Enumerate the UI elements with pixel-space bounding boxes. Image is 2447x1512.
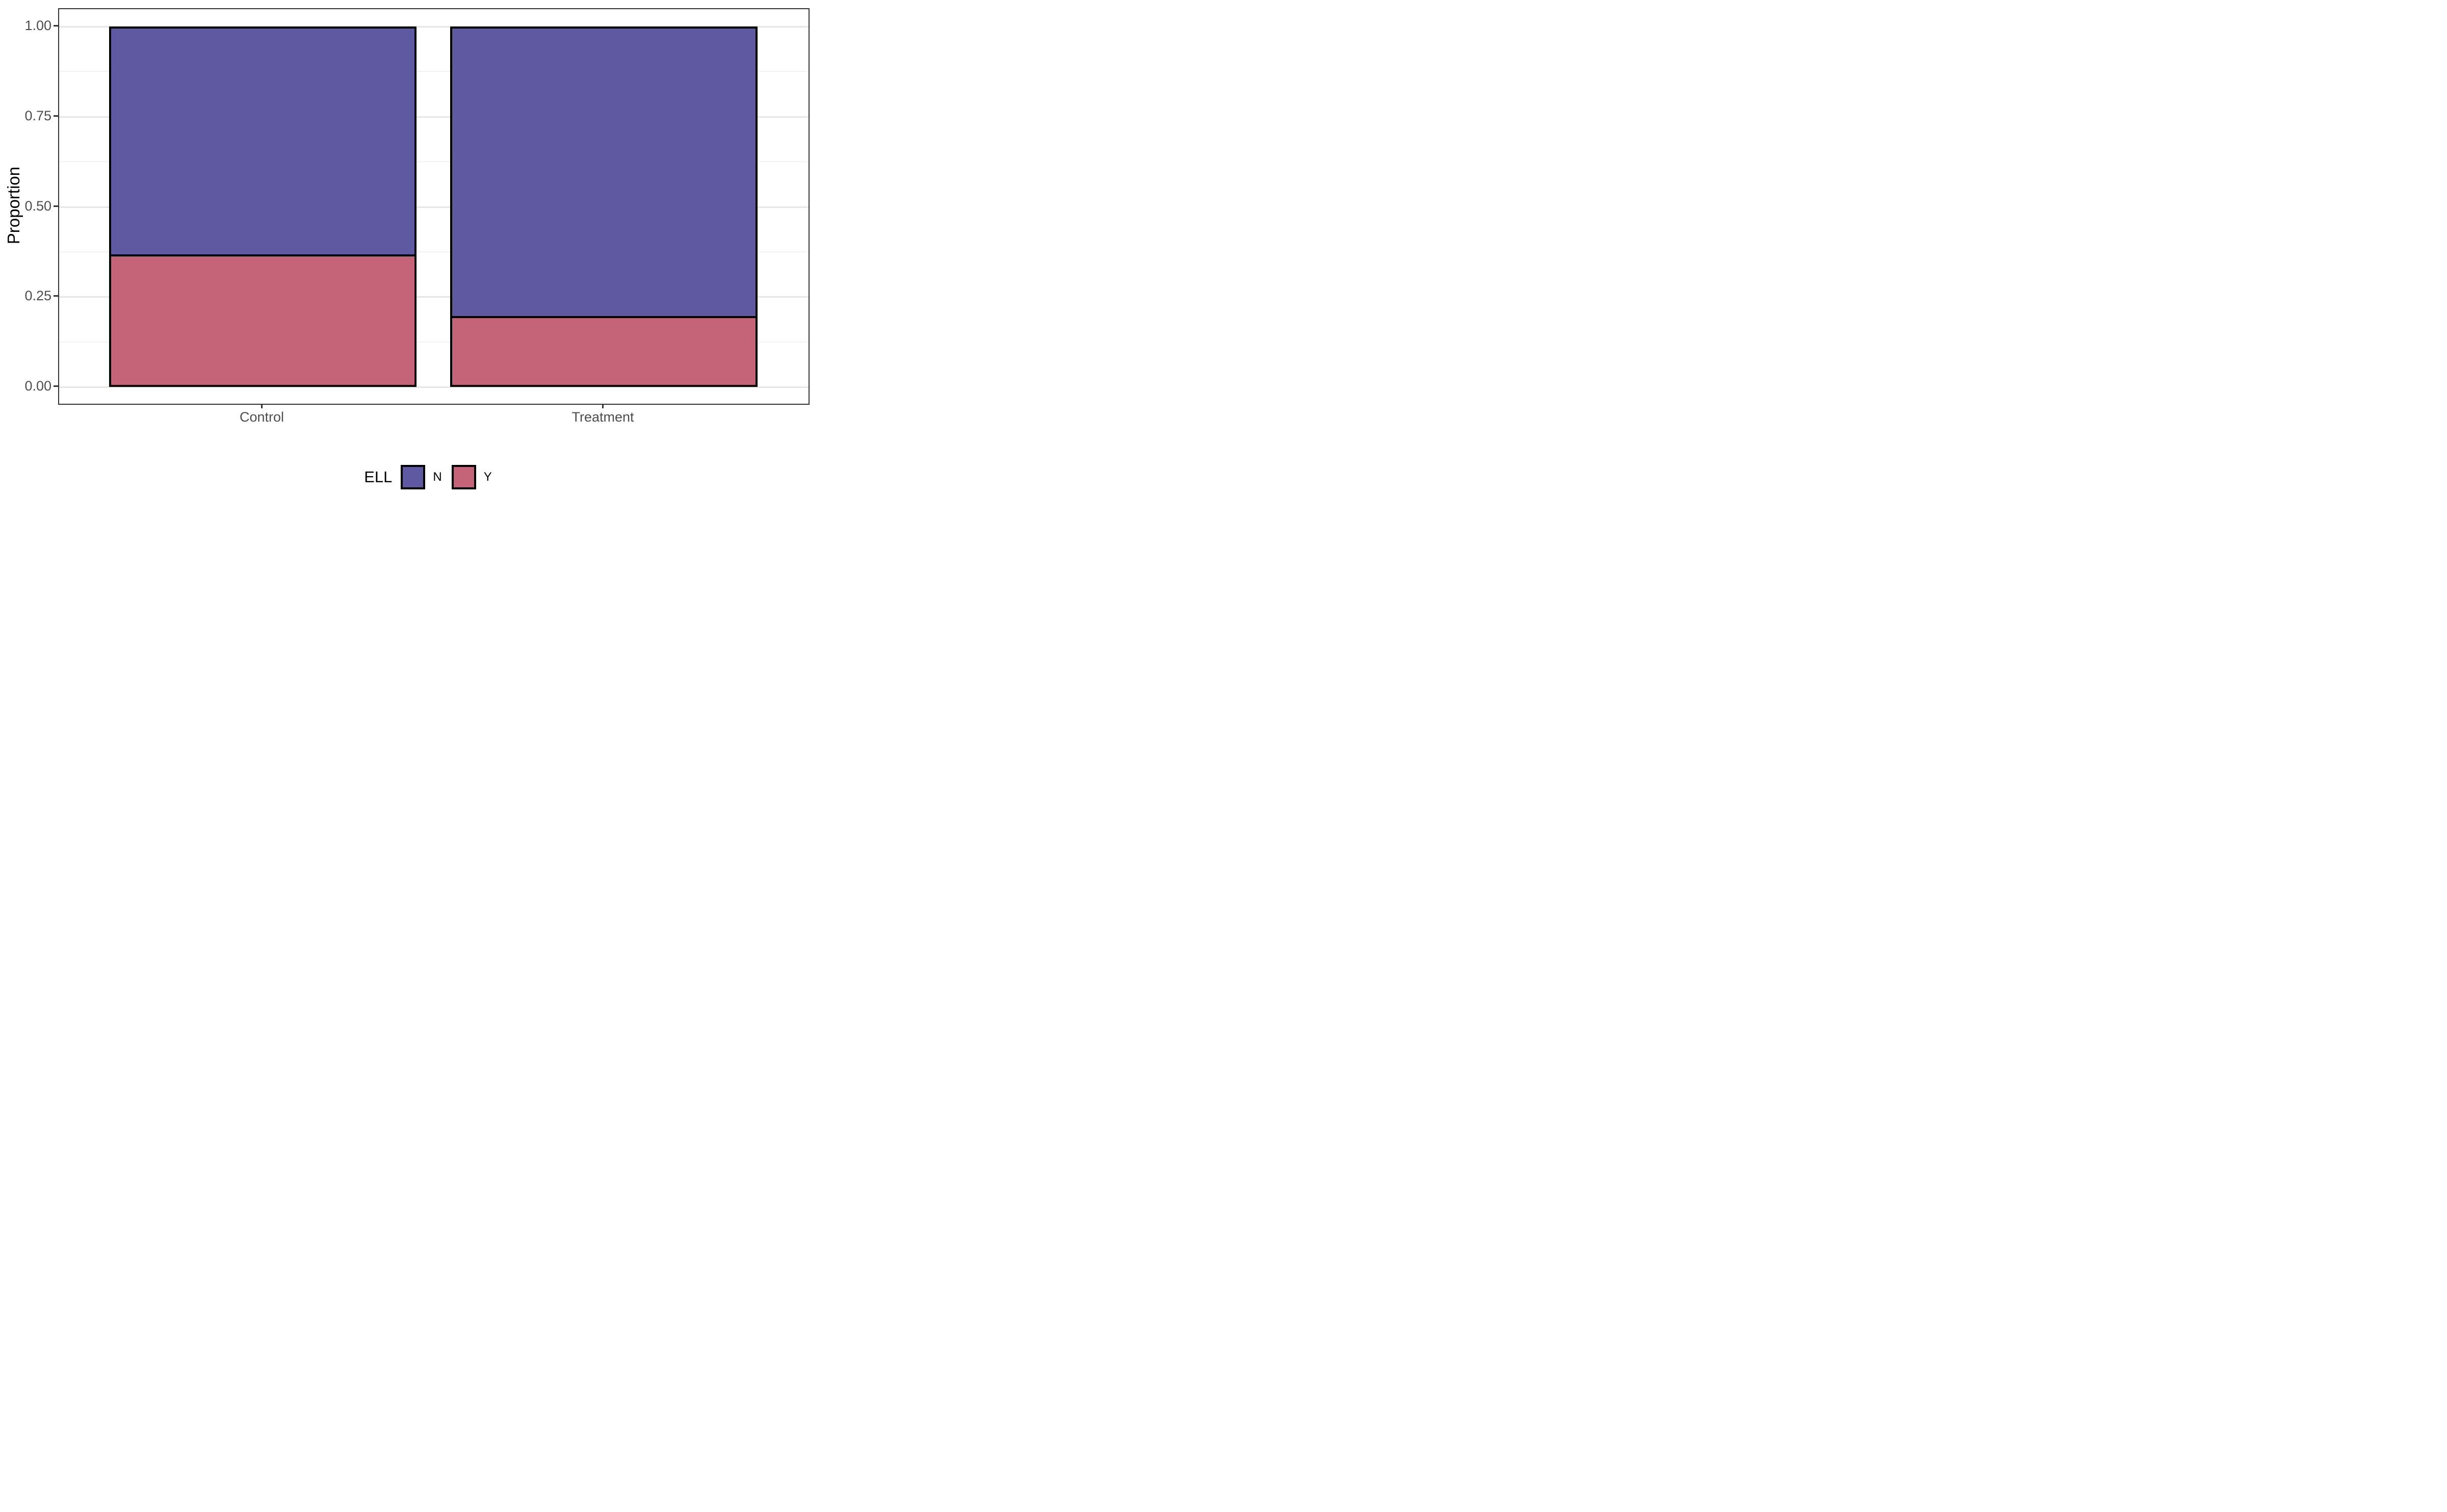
x-tick-mark <box>602 404 604 408</box>
legend-key-y <box>451 465 476 489</box>
segment-n-control <box>111 29 414 254</box>
x-tick-label-treatment: Treatment <box>571 409 634 425</box>
y-tick-label: 0.75 <box>24 108 51 123</box>
legend-label-y: Y <box>483 470 492 484</box>
gridline-minor <box>59 71 809 72</box>
y-tick-mark <box>54 295 58 297</box>
y-tick-mark <box>54 25 58 27</box>
y-tick-mark <box>54 385 58 387</box>
y-tick-label: 0.25 <box>24 288 51 304</box>
y-tick-mark <box>54 115 58 117</box>
gridline-minor <box>59 161 809 163</box>
y-tick-mark <box>54 205 58 207</box>
legend: ELL N Y <box>58 463 808 491</box>
segment-n-treatment <box>452 29 756 316</box>
legend-key-n <box>401 465 426 489</box>
legend-item-y: Y <box>451 465 502 489</box>
gridline-major <box>59 386 809 388</box>
segment-y-treatment <box>452 316 756 385</box>
segment-y-control <box>111 254 414 385</box>
gridline-major <box>59 116 809 118</box>
gridline-major <box>59 26 809 28</box>
y-tick-label: 0.50 <box>24 198 51 214</box>
y-tick-label: 0.00 <box>24 378 51 394</box>
legend-label-n: N <box>433 470 442 484</box>
x-tick-mark <box>261 404 263 408</box>
stacked-bar-chart-figure: Proportion 0.00 0.25 0.50 0.75 1.00 Control T… <box>0 0 816 504</box>
bar-control <box>109 27 416 387</box>
bar-treatment <box>450 27 758 387</box>
x-tick-label-control: Control <box>239 409 284 425</box>
gridline-major <box>59 296 809 298</box>
legend-title: ELL <box>364 468 393 486</box>
plot-panel <box>58 8 810 405</box>
gridline-major <box>59 206 809 208</box>
gridline-minor <box>59 251 809 252</box>
gridline-minor <box>59 341 809 343</box>
legend-item-n: N <box>401 465 451 489</box>
y-tick-label: 1.00 <box>24 18 51 33</box>
